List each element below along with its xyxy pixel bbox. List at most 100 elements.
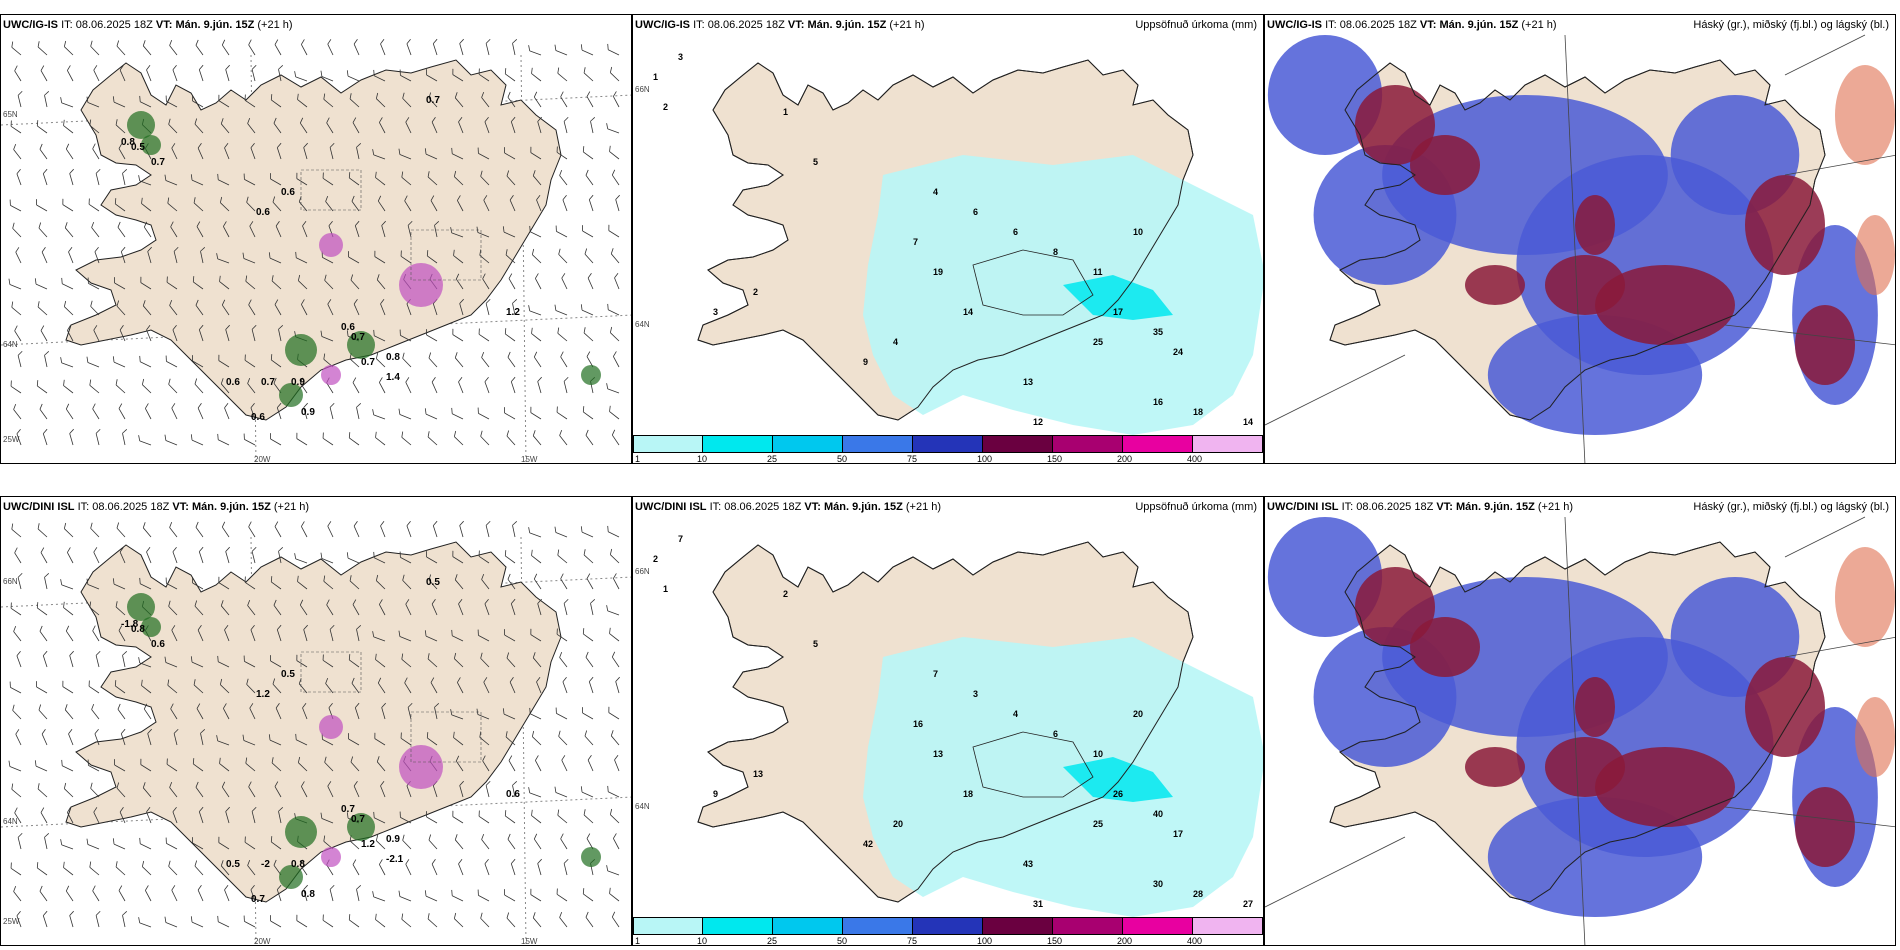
wind-barb	[270, 94, 282, 108]
mid-cloud-area	[1745, 657, 1825, 757]
wind-barb-flag	[147, 728, 152, 734]
wind-barb-flag	[41, 247, 46, 253]
wind-barb-flag	[375, 574, 379, 581]
wind-barb	[509, 677, 516, 694]
wind-barb-flag	[477, 629, 479, 636]
wind-barb-shaft	[95, 173, 100, 186]
wind-barb	[379, 377, 386, 394]
wind-barb	[375, 171, 386, 186]
wind-barb-flag	[244, 94, 246, 101]
wind-barb	[195, 39, 204, 56]
wind-barb-flag	[556, 628, 558, 635]
wind-barb-shaft	[87, 102, 100, 108]
wind-barb-shaft	[165, 922, 178, 928]
wind-barb	[587, 755, 594, 772]
wind-barb-flag	[611, 429, 616, 436]
wind-barb-shaft	[91, 709, 100, 720]
colorbar-tick: 400	[1187, 454, 1203, 464]
wind-barb-shaft	[40, 552, 48, 564]
wind-barb-flag	[559, 429, 563, 436]
wind-barb	[554, 526, 568, 538]
wind-barb-shaft	[478, 555, 490, 564]
wind-barb	[221, 781, 230, 798]
wind-barb	[563, 376, 569, 394]
wind-barb	[63, 601, 74, 616]
wind-barb-flag	[14, 807, 18, 814]
wind-barb	[322, 432, 334, 446]
wind-barb	[92, 143, 100, 160]
wind-barb-flag	[405, 859, 410, 865]
wind-barb	[506, 652, 516, 668]
wind-barb	[294, 71, 308, 82]
wind-barb-flag	[251, 64, 257, 70]
mid-cloud-area	[1795, 305, 1855, 385]
convective-cell	[127, 593, 155, 621]
colorbar-tick: 1	[635, 454, 641, 464]
wind-barb-shaft	[220, 865, 230, 876]
wind-barb	[613, 91, 620, 108]
colorbar-tick: 75	[907, 454, 918, 464]
wind-barb	[217, 915, 230, 928]
precip-value-label: 5	[813, 639, 818, 649]
wind-barb-shaft	[299, 864, 308, 876]
wind-barb-shaft	[167, 684, 178, 694]
wind-barb-shaft	[609, 893, 620, 902]
wind-barb-flag	[483, 195, 488, 201]
vt-label: VT:	[804, 501, 821, 513]
wind-barb	[119, 807, 126, 824]
vt-value: Mán. 9.jún. 15Z	[1439, 19, 1519, 31]
wind-barb	[476, 708, 490, 720]
wind-barb	[478, 810, 490, 824]
colorbar-tick: 10	[697, 936, 708, 946]
wind-barb-flag	[405, 117, 410, 123]
wind-barb-shaft	[12, 710, 22, 720]
wind-barb-shaft	[537, 863, 542, 876]
wind-barb-flag	[244, 836, 246, 843]
wind-barb	[244, 94, 256, 108]
wind-barb-shaft	[557, 72, 568, 82]
wind-barb-flag	[146, 324, 151, 331]
wind-barb-flag	[13, 885, 17, 892]
wind-barb-flag	[528, 787, 531, 793]
colorbar-tick: 1	[635, 936, 641, 946]
wind-barb-shaft	[453, 737, 464, 746]
wind-barb-shaft	[276, 629, 282, 642]
wind-barb-flag	[224, 884, 229, 891]
wind-barb	[477, 147, 490, 160]
wind-barb-shaft	[88, 685, 100, 694]
wind-barb-shaft	[425, 895, 438, 902]
wind-barb-flag	[14, 65, 18, 72]
wind-barb	[93, 65, 100, 82]
precip-value-label: 3	[678, 52, 683, 62]
wind-barb	[585, 429, 594, 446]
wind-barb-shaft	[377, 200, 386, 212]
wind-barb-shaft	[11, 46, 22, 56]
wind-barb-flag	[122, 168, 128, 174]
wind-barb-shaft	[248, 304, 256, 316]
wind-barb-flag	[479, 249, 482, 256]
wind-barb-shaft	[41, 251, 48, 264]
wind-barb	[356, 402, 362, 420]
wind-barb-flag	[90, 522, 93, 529]
wind-barb-flag	[379, 377, 383, 383]
value-label: 0.7	[251, 894, 265, 905]
wind-barb-shaft	[37, 528, 48, 538]
wind-barb-shaft	[120, 251, 126, 264]
wind-barb-flag	[557, 549, 560, 556]
wind-barb-shaft	[356, 889, 360, 902]
convective-cell	[581, 365, 601, 385]
wind-barb-shaft	[430, 682, 438, 694]
wind-barb-shaft	[245, 762, 256, 772]
wind-barb-flag	[112, 96, 115, 103]
wind-barb-shaft	[16, 433, 22, 446]
wind-barb	[323, 93, 334, 108]
wind-barb-shaft	[401, 658, 412, 668]
wind-barb-flag	[512, 298, 518, 304]
wind-barb-shaft	[196, 708, 204, 720]
wind-barb-shaft	[218, 842, 230, 850]
wind-barb	[172, 806, 178, 824]
wind-barb-flag	[611, 651, 616, 658]
wind-barb-flag	[90, 782, 93, 789]
wind-barb-shaft	[428, 97, 438, 108]
wind-barb-shaft	[505, 555, 516, 564]
